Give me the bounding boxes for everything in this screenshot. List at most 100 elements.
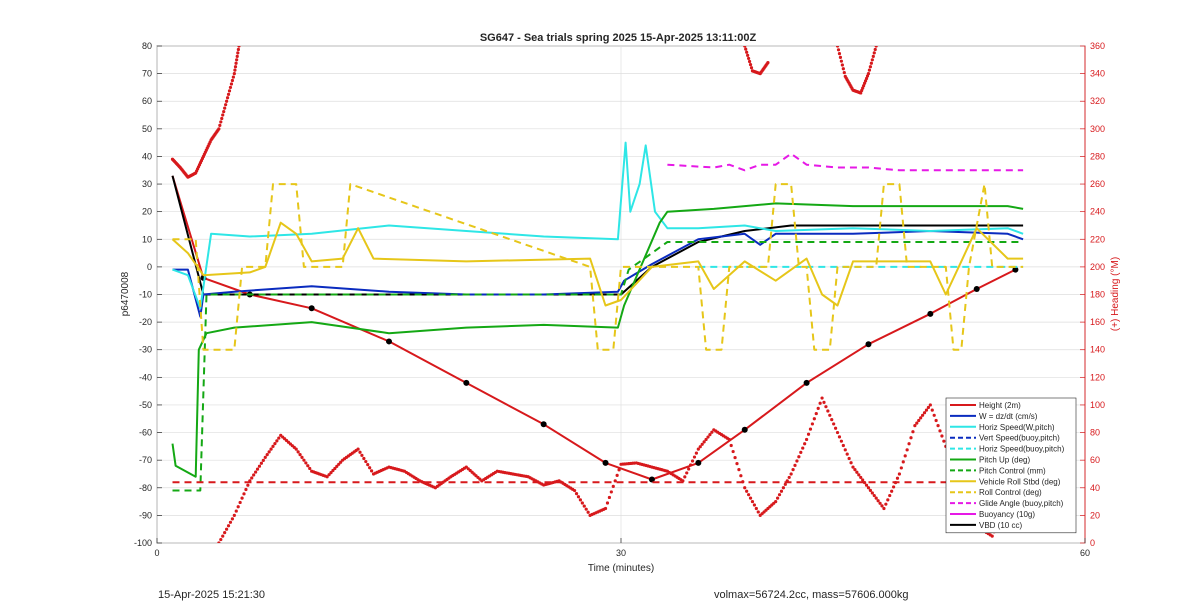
legend-entry: Height (2m): [979, 401, 1021, 410]
series-heading-m-point: [576, 495, 581, 499]
series-heading-m-point: [901, 460, 905, 464]
series-heading-m-point: [225, 527, 229, 531]
y2-tick-label: 160: [1090, 317, 1105, 327]
y-tick-label: -30: [139, 345, 152, 355]
series-heading-m-point: [704, 437, 708, 442]
legend-entry: Glide Angle (buoy,pitch): [979, 499, 1064, 508]
series-heading-m-point: [744, 47, 748, 51]
series-heading-m-point: [907, 442, 911, 446]
series-heading-m-point: [795, 459, 799, 463]
legend-entry: Roll Control (deg): [979, 488, 1042, 497]
series-heading-m-point: [735, 462, 739, 466]
height-marker: [741, 426, 748, 433]
series-heading-m-point: [926, 405, 931, 410]
series-heading-m-point: [859, 475, 863, 480]
series-heading-m-point: [776, 496, 780, 500]
series-heading-m-point: [240, 496, 244, 500]
series-heading-m-point: [244, 487, 248, 492]
series-heading-m-point: [685, 471, 689, 475]
series-heading-m-point: [903, 454, 907, 458]
series-heading-m-point: [235, 58, 239, 62]
series-heading-m-point: [871, 54, 875, 58]
series-heading-m-point: [791, 468, 795, 472]
series-horiz-speed-w-pitch: [172, 141, 1024, 310]
series-heading-m-point: [231, 75, 235, 79]
legend-entry: Vert Speed(buoy,pitch): [979, 434, 1060, 443]
y-tick-label: 60: [142, 96, 152, 106]
series-heading-m-point: [227, 89, 232, 93]
series-heading-m-point: [837, 435, 842, 439]
series-pitch-control-mm: [172, 241, 1024, 492]
series-heading-m-point: [263, 455, 267, 460]
y2-tick-label: 300: [1090, 124, 1105, 134]
series-heading-m-point: [905, 448, 909, 452]
series-heading-m-point: [234, 509, 238, 513]
series-heading-m-point: [228, 520, 233, 524]
series-heading-m-point: [940, 434, 944, 438]
series-heading-m-point: [271, 444, 275, 448]
series-heading-m-point: [872, 493, 876, 498]
series-heading-m-point: [864, 483, 869, 487]
series-heading-m-point: [812, 417, 816, 421]
series-heading-m-point: [237, 46, 241, 48]
series-heading-m-point: [783, 482, 787, 486]
y2-tick-label: 140: [1090, 345, 1105, 355]
legend-entry: Vehicle Roll Stbd (deg): [979, 477, 1061, 486]
series-heading-m-point: [834, 426, 838, 430]
series-heading-m-point: [708, 433, 712, 437]
series-heading-m-point: [586, 510, 590, 514]
series-heading-m-point: [250, 476, 254, 480]
series-heading-m-point: [867, 68, 872, 72]
series-heading-m-point: [226, 92, 231, 96]
x-axis-label: Time (minutes): [588, 563, 654, 574]
series-heading-m-point: [747, 59, 752, 64]
series-heading-m-point: [835, 430, 840, 435]
series-heading-m-point: [221, 534, 225, 538]
series-heading-m-point: [731, 449, 735, 454]
series-heading-m-point: [840, 63, 844, 67]
y2-tick-label: 0: [1090, 538, 1095, 548]
series-heading-m-point: [863, 79, 868, 83]
series-heading-m-point: [238, 500, 242, 505]
series-heading-m-point: [615, 473, 619, 477]
series-heading-m-point: [300, 455, 304, 460]
series-heading-m-point: [909, 436, 913, 440]
series-heading-m-point: [745, 489, 749, 493]
series-group: [170, 46, 1025, 543]
series-heading-m-point: [219, 120, 223, 124]
series-heading-m-point: [816, 406, 820, 410]
series-heading-m-point: [223, 531, 227, 535]
y-tick-label: 10: [142, 234, 152, 244]
series-heading-m-point: [839, 59, 844, 63]
y-tick-label: 30: [142, 179, 152, 189]
y2-tick-label: 320: [1090, 96, 1105, 106]
series-heading-m-point: [921, 413, 925, 417]
series-heading-m-point: [609, 490, 613, 494]
series-heading-m-point: [806, 432, 811, 436]
series-heading-m-point: [860, 88, 864, 93]
series-heading-m-point: [294, 447, 298, 451]
series-heading-m-point: [849, 461, 853, 465]
series-heading-m-point: [573, 488, 577, 493]
series-heading-m-point: [225, 96, 230, 100]
y2-tick-label: 80: [1090, 428, 1100, 438]
series-heading-m-point: [230, 517, 234, 521]
series-heading-m-point: [729, 443, 733, 448]
series-heading-m-point: [886, 498, 890, 502]
series-heading-m-point: [874, 46, 878, 48]
series-heading-m-point: [230, 78, 234, 83]
series-heading-m-point: [617, 468, 621, 472]
series-heading-m-point: [824, 405, 828, 409]
y2-tick-label: 120: [1090, 372, 1105, 382]
series-heading-m-point: [803, 442, 807, 446]
series-heading-m-point: [298, 453, 302, 457]
series-layer: [170, 46, 1025, 543]
series-heading-m-point: [814, 411, 818, 416]
series-heading-m-point: [232, 72, 236, 76]
height-marker: [695, 459, 702, 466]
series-heading-m-point: [233, 68, 237, 72]
series-heading-m-point: [899, 466, 903, 470]
y2-tick-label: 360: [1090, 41, 1105, 51]
series-heading-m-point: [878, 501, 882, 505]
series-heading-m-point: [895, 476, 900, 480]
